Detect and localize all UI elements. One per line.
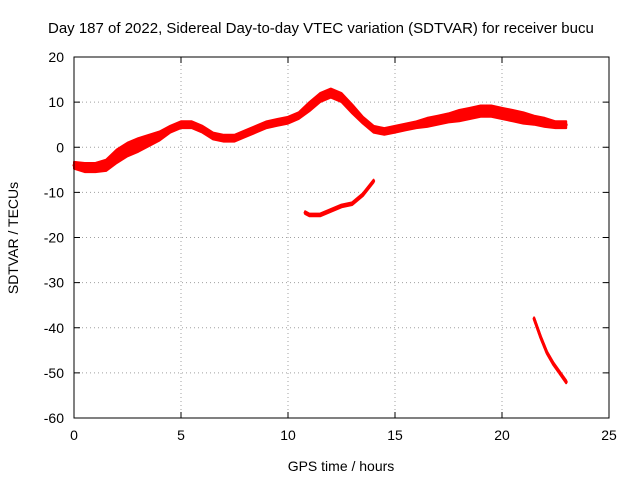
series-line-low-arc	[303, 179, 376, 217]
y-tick-label: 20	[48, 49, 64, 65]
x-axis-label: GPS time / hours	[288, 458, 395, 474]
chart-title: Day 187 of 2022, Sidereal Day-to-day VTE…	[48, 20, 594, 37]
x-tick-label: 15	[387, 427, 403, 443]
y-tick-label: -30	[44, 275, 64, 291]
y-tick-label: -10	[44, 184, 64, 200]
x-tick-label: 5	[177, 427, 185, 443]
y-tick-label: -40	[44, 320, 64, 336]
series-band-main-band	[73, 87, 568, 174]
series-line-steep-drop	[532, 317, 568, 384]
grid-layer	[74, 57, 609, 418]
series-line-main-band	[72, 91, 568, 170]
y-tick-label: -60	[44, 410, 64, 426]
y-tick-label: -50	[44, 365, 64, 381]
x-tick-label: 25	[601, 427, 617, 443]
x-tick-label: 0	[70, 427, 78, 443]
data-layer	[72, 87, 568, 385]
x-tick-label: 20	[494, 427, 510, 443]
y-axis-label: SDTVAR / TECUs	[5, 182, 21, 294]
tick-layer: 0 5 10 15 20 25 -60 -50 -40 -30 -20 -10 0 10 20	[44, 49, 617, 443]
series-band-low-arc	[304, 178, 375, 218]
y-tick-label: 10	[48, 94, 64, 110]
y-tick-label: -20	[44, 230, 64, 246]
x-tick-label: 10	[280, 427, 296, 443]
y-tick-label: 0	[56, 139, 64, 155]
